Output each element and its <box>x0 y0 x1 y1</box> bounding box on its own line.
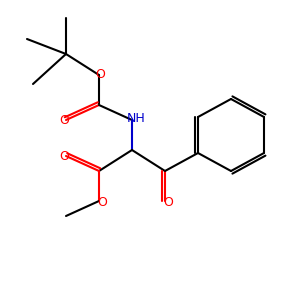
Text: O: O <box>97 196 107 209</box>
Text: O: O <box>163 196 173 209</box>
Text: O: O <box>96 68 105 82</box>
Text: NH: NH <box>127 112 146 125</box>
Text: O: O <box>60 149 69 163</box>
Text: O: O <box>60 113 69 127</box>
